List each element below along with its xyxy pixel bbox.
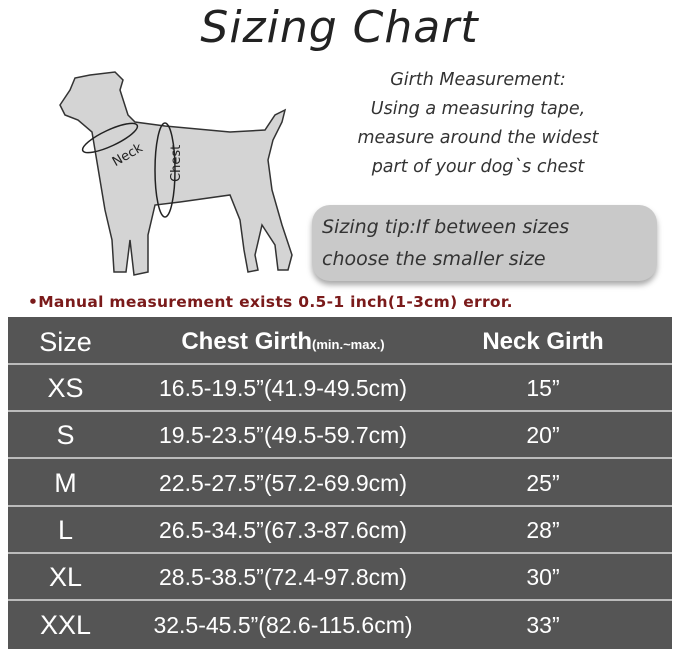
chest-girth-cell: 19.5-23.5”(49.5-59.7cm) (158, 422, 407, 449)
chest-girth-cell: 16.5-19.5”(41.9-49.5cm) (158, 375, 407, 401)
size-cell: XL (48, 562, 83, 593)
chest-girth-cell: 26.5-34.5”(67.3-87.6cm) (158, 516, 407, 543)
sizing-tip: Sizing tip:If between sizes choose the s… (312, 205, 657, 281)
header-size: Size (39, 327, 92, 357)
neck-girth-cell: 25” (526, 469, 560, 496)
table-row: XXL 32.5-45.5”(82.6-115.6cm) 33” (8, 602, 672, 647)
girth-line: part of your dog`s chest (371, 157, 585, 177)
table-row: L 26.5-34.5”(67.3-87.6cm) 28” (8, 507, 672, 554)
tip-line: choose the smaller size (322, 248, 546, 270)
page-title: Sizing Chart (200, 2, 479, 53)
neck-measure-icon (81, 122, 139, 154)
size-cell: XS (47, 373, 84, 403)
girth-line: measure around the widest (357, 128, 599, 148)
table-row: S 19.5-23.5”(49.5-59.7cm) 20” (8, 412, 672, 460)
error-note: •Manual measurement exists 0.5-1 inch(1-… (28, 293, 513, 311)
chest-measure-icon (154, 122, 176, 218)
size-cell: M (54, 467, 77, 498)
header-neck: Neck Girth (482, 328, 604, 355)
table-header: Size Chest Girth(min.~max.) Neck Girth (8, 317, 672, 365)
size-cell: S (56, 420, 75, 451)
chest-girth-cell: 22.5-27.5”(57.2-69.9cm) (158, 469, 407, 496)
neck-girth-cell: 30” (526, 564, 560, 591)
neck-girth-cell: 20” (526, 422, 560, 449)
chest-girth-cell: 32.5-45.5”(82.6-115.6cm) (153, 611, 413, 638)
header-chest: Chest Girth(min.~max.) (118, 317, 448, 370)
size-cell: L (57, 514, 74, 545)
neck-girth-cell: 15” (526, 375, 560, 401)
girth-instructions: Girth Measurement: Using a measuring tap… (318, 66, 638, 182)
header-chest-label: Chest Girth (181, 328, 313, 355)
table-row: M 22.5-27.5”(57.2-69.9cm) 25” (8, 460, 672, 507)
chest-girth-cell: 28.5-38.5”(72.4-97.8cm) (158, 564, 407, 591)
neck-girth-cell: 28” (526, 516, 560, 543)
size-table: Size Chest Girth(min.~max.) Neck Girth X… (8, 317, 672, 649)
tip-line: Sizing tip:If between sizes (322, 216, 570, 238)
girth-heading: Girth Measurement: (390, 70, 566, 90)
table-row: XL 28.5-38.5”(72.4-97.8cm) 30” (8, 554, 672, 602)
header-chest-sub: (min.~max.) (312, 337, 385, 352)
table-row: XS 16.5-19.5”(41.9-49.5cm) 15” (8, 365, 672, 412)
chest-label: Chest (169, 145, 184, 182)
girth-line: Using a measuring tape, (370, 99, 586, 119)
dog-diagram: Neck Chest (59, 71, 293, 276)
neck-girth-cell: 33” (526, 611, 560, 638)
dog-silhouette (59, 71, 293, 276)
size-cell: XXL (39, 609, 92, 640)
